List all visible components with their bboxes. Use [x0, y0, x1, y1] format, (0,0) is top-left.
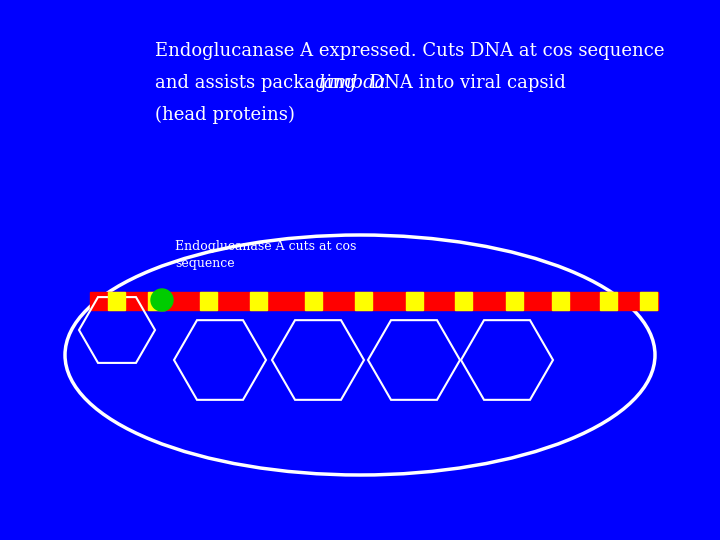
Bar	[600, 292, 617, 310]
Text: lambda: lambda	[318, 74, 385, 92]
Circle shape	[151, 289, 173, 311]
Bar	[148, 292, 165, 310]
Bar	[506, 292, 523, 310]
Text: and assists packaging: and assists packaging	[155, 74, 361, 92]
Text: DNA into viral capsid: DNA into viral capsid	[364, 74, 566, 92]
Bar	[90, 292, 658, 310]
Bar	[355, 292, 372, 310]
Bar	[250, 292, 267, 310]
Bar	[305, 292, 322, 310]
Bar	[455, 292, 472, 310]
Text: Endoglucanase A cuts at cos
sequence: Endoglucanase A cuts at cos sequence	[175, 240, 356, 270]
Bar	[640, 292, 657, 310]
Bar	[406, 292, 423, 310]
Bar	[200, 292, 217, 310]
Bar	[108, 292, 125, 310]
Bar	[552, 292, 569, 310]
Text: (head proteins): (head proteins)	[155, 106, 295, 124]
Text: Endoglucanase A expressed. Cuts DNA at cos sequence: Endoglucanase A expressed. Cuts DNA at c…	[155, 42, 665, 60]
